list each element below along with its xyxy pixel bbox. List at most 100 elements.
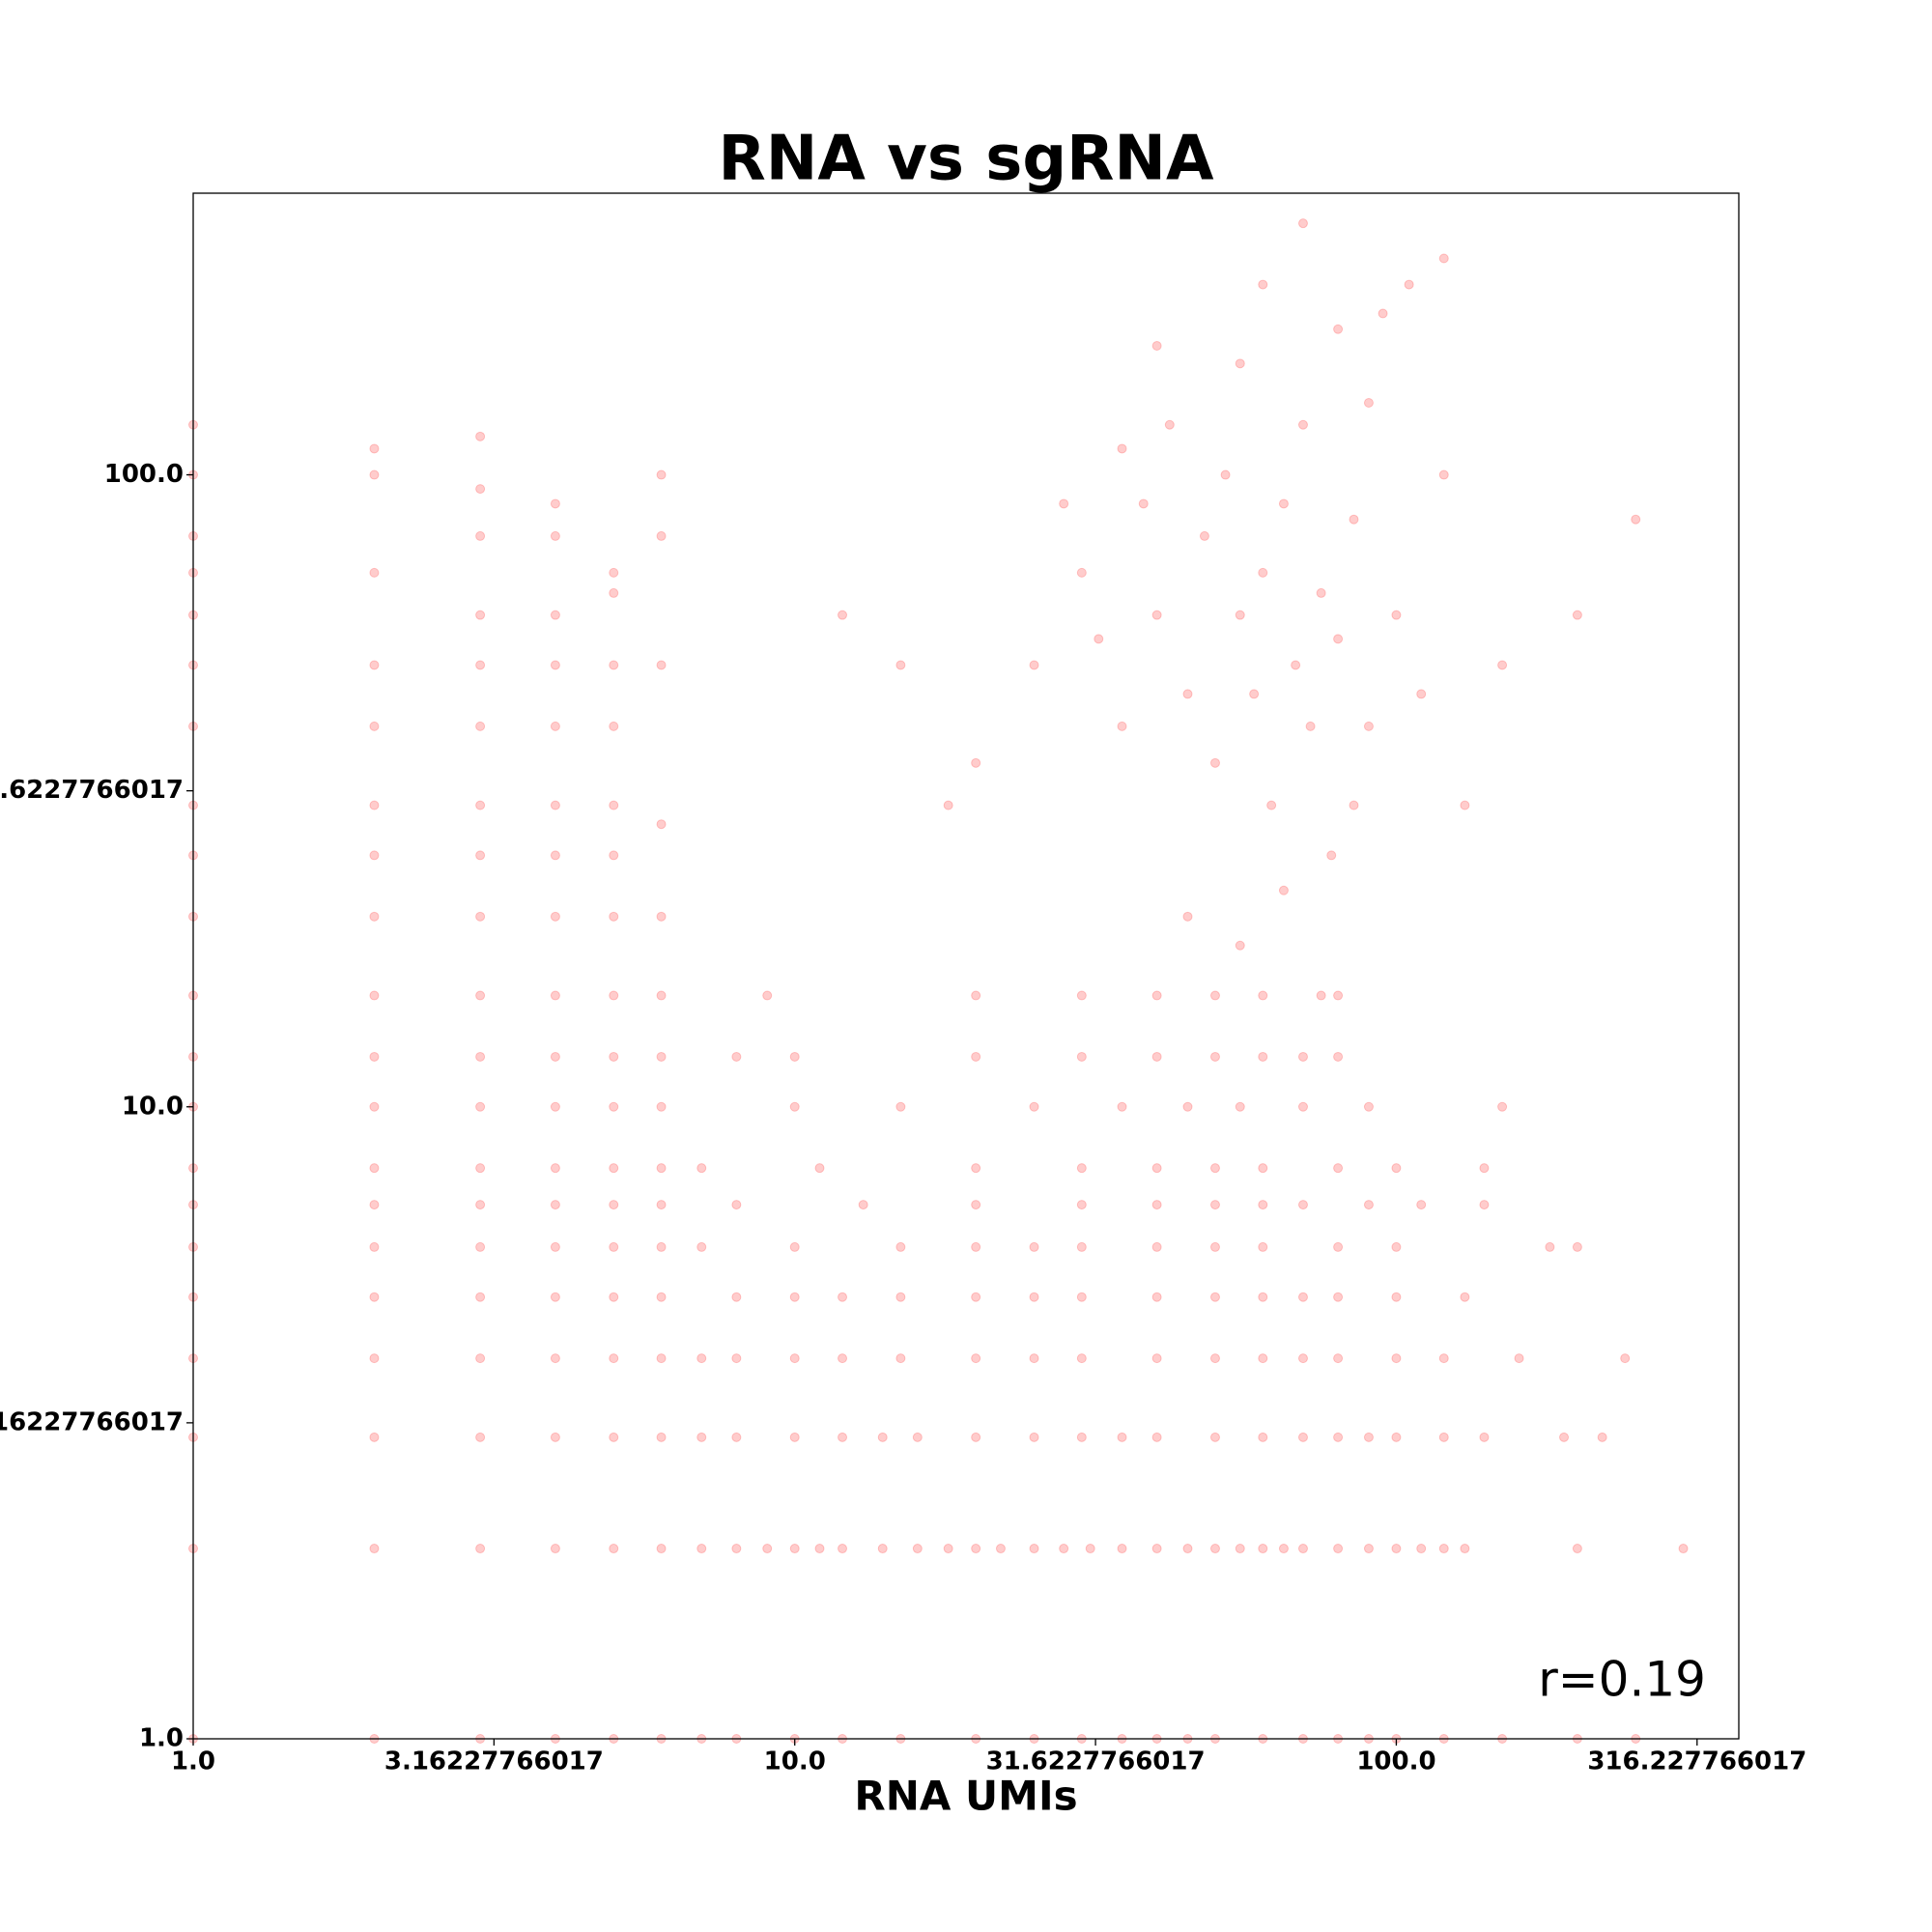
- point: [1333, 1353, 1344, 1364]
- point: [1076, 1200, 1087, 1210]
- point: [1059, 1544, 1069, 1554]
- point: [1151, 990, 1162, 1001]
- point: [1297, 1292, 1308, 1302]
- point: [1391, 610, 1402, 620]
- point: [731, 1051, 742, 1062]
- point: [1029, 1101, 1039, 1112]
- point: [1438, 253, 1449, 264]
- point: [1117, 1544, 1127, 1554]
- point: [609, 1353, 619, 1364]
- point: [814, 1163, 825, 1174]
- point: [1258, 567, 1268, 578]
- point: [895, 1241, 906, 1252]
- point: [1182, 689, 1193, 699]
- point: [696, 1163, 707, 1174]
- point: [656, 911, 667, 922]
- point: [789, 1051, 800, 1062]
- point: [550, 1544, 560, 1554]
- point: [609, 1432, 619, 1442]
- point: [1258, 279, 1268, 290]
- point: [1258, 1544, 1268, 1554]
- point: [814, 1544, 825, 1554]
- point: [696, 1241, 707, 1252]
- point: [1076, 567, 1087, 578]
- point: [1085, 1544, 1095, 1554]
- point: [656, 1544, 667, 1554]
- point: [550, 660, 560, 670]
- point: [550, 530, 560, 541]
- point: [475, 610, 486, 620]
- point: [1631, 514, 1641, 525]
- point: [475, 1292, 486, 1302]
- point: [1151, 1051, 1162, 1062]
- point: [550, 1200, 560, 1210]
- point: [1029, 1292, 1039, 1302]
- point: [1404, 279, 1414, 290]
- point: [1117, 1101, 1127, 1112]
- point: [1235, 1544, 1245, 1554]
- point: [1363, 1432, 1374, 1442]
- point: [550, 1292, 560, 1302]
- point: [656, 1051, 667, 1062]
- point: [838, 610, 848, 620]
- annotation: r=0.19: [1538, 1652, 1706, 1708]
- point: [1235, 610, 1245, 620]
- point: [1572, 1241, 1582, 1252]
- point: [1278, 498, 1289, 509]
- point: [369, 1241, 380, 1252]
- point: [1258, 1051, 1268, 1062]
- y-tick-label: 100.0: [104, 460, 184, 489]
- point: [1297, 1101, 1308, 1112]
- point: [1151, 1200, 1162, 1210]
- x-tick-label: 10.0: [764, 1747, 826, 1776]
- x-tick-label: 316.227766017: [1587, 1747, 1806, 1776]
- point: [609, 721, 619, 731]
- point: [1258, 990, 1268, 1001]
- point: [550, 1241, 560, 1252]
- point: [1391, 1163, 1402, 1174]
- point: [1559, 1432, 1570, 1442]
- plot-frame: [192, 192, 1740, 1740]
- point: [696, 1432, 707, 1442]
- point: [369, 721, 380, 731]
- point: [475, 1163, 486, 1174]
- point: [1164, 419, 1175, 430]
- point: [1094, 634, 1104, 644]
- point: [656, 1353, 667, 1364]
- point: [789, 1101, 800, 1112]
- point: [971, 1292, 981, 1302]
- point: [656, 1200, 667, 1210]
- point: [550, 850, 560, 861]
- point: [731, 1353, 742, 1364]
- point: [609, 850, 619, 861]
- point: [369, 660, 380, 670]
- point: [369, 1163, 380, 1174]
- point: [1076, 1163, 1087, 1174]
- point: [971, 1353, 981, 1364]
- point: [609, 1051, 619, 1062]
- point: [1416, 1200, 1427, 1210]
- point: [1479, 1163, 1490, 1174]
- point: [1438, 1353, 1449, 1364]
- point: [1297, 1353, 1308, 1364]
- point: [789, 1292, 800, 1302]
- point: [731, 1432, 742, 1442]
- point: [1151, 1241, 1162, 1252]
- point: [475, 484, 486, 495]
- point: [1076, 1353, 1087, 1364]
- point: [1479, 1432, 1490, 1442]
- point: [656, 469, 667, 480]
- point: [789, 1544, 800, 1554]
- point: [1076, 1051, 1087, 1062]
- point: [475, 1101, 486, 1112]
- point: [971, 990, 981, 1001]
- point: [971, 1241, 981, 1252]
- point: [550, 1051, 560, 1062]
- y-tick-label: 10.0: [122, 1092, 184, 1121]
- point: [1316, 990, 1326, 1001]
- point: [1209, 1432, 1220, 1442]
- point: [1514, 1353, 1524, 1364]
- point: [789, 1432, 800, 1442]
- point: [1059, 498, 1069, 509]
